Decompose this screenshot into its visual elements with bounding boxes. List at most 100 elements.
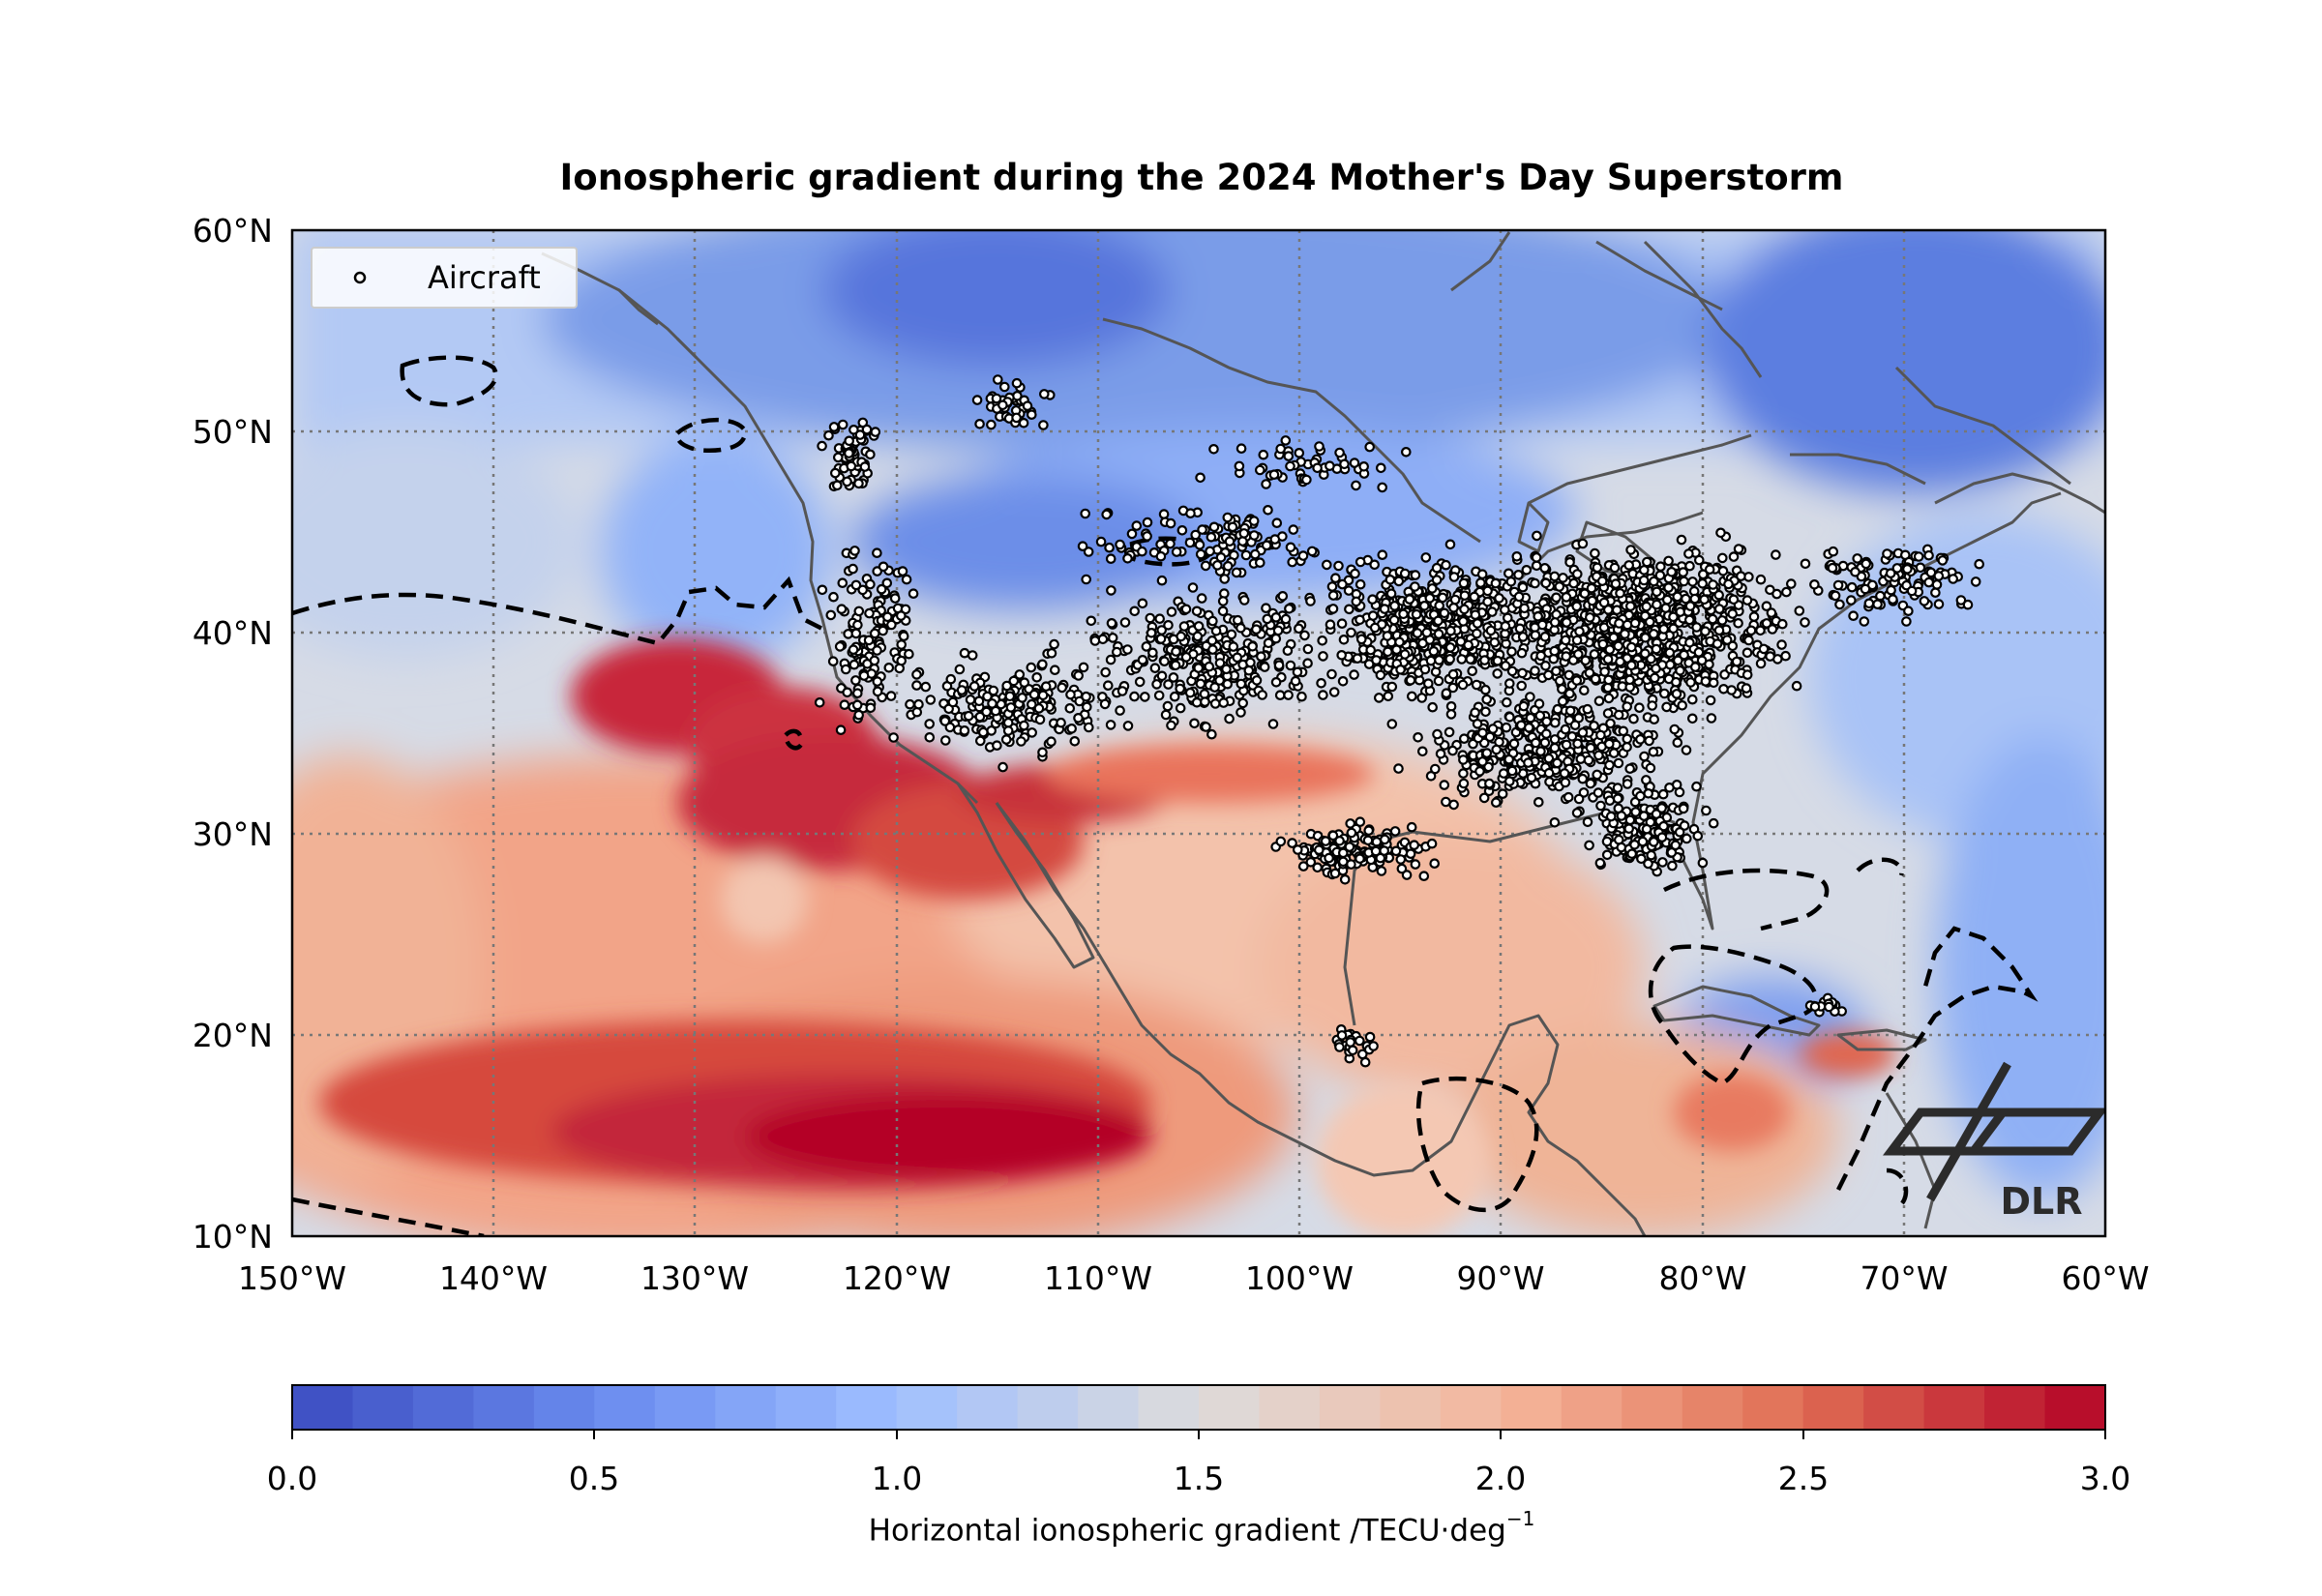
aircraft-marker: [1906, 585, 1918, 597]
aircraft-marker: [1327, 830, 1339, 842]
axis-labels: 150°W 140°W 130°W 120°W 110°W 100°W 90°W…: [193, 212, 2150, 1297]
aircraft-marker: [1675, 665, 1685, 676]
aircraft-marker: [1145, 612, 1156, 624]
aircraft-marker: [1100, 666, 1111, 678]
aircraft-marker: [1272, 625, 1284, 636]
aircraft-marker: [1283, 690, 1294, 700]
aircraft-marker: [1256, 651, 1266, 662]
aircraft-marker: [1040, 681, 1052, 692]
aircraft-marker: [1618, 725, 1629, 737]
aircraft-marker: [1560, 724, 1571, 735]
aircraft-marker: [974, 711, 986, 723]
aircraft-marker: [1948, 574, 1958, 584]
aircraft-marker: [1337, 675, 1349, 687]
aircraft-marker: [1886, 584, 1896, 596]
colorbar-step: [1622, 1385, 1683, 1430]
aircraft-marker: [1636, 853, 1647, 865]
aircraft-marker: [1314, 844, 1325, 855]
aircraft-marker: [1882, 548, 1892, 559]
aircraft-marker: [1417, 746, 1428, 757]
aircraft-marker: [1755, 625, 1766, 636]
aircraft-marker: [1359, 1056, 1371, 1068]
aircraft-marker: [1458, 616, 1469, 627]
aircraft-marker: [939, 716, 951, 726]
aircraft-marker: [1318, 690, 1328, 700]
aircraft-marker: [1635, 790, 1646, 802]
aircraft-marker: [1382, 631, 1393, 641]
aircraft-marker: [1237, 697, 1248, 709]
aircraft-marker: [1344, 842, 1355, 852]
aircraft-marker: [908, 588, 919, 599]
aircraft-marker: [876, 583, 887, 595]
aircraft-marker: [1824, 1001, 1834, 1013]
aircraft-marker: [1395, 854, 1407, 865]
aircraft-marker: [1652, 586, 1662, 598]
aircraft-marker: [1511, 550, 1523, 562]
aircraft-marker: [1655, 561, 1666, 572]
aircraft-marker: [1474, 766, 1485, 777]
aircraft-marker: [1885, 568, 1896, 578]
aircraft-marker: [1694, 554, 1705, 566]
aircraft-marker: [861, 424, 873, 435]
aircraft-marker: [814, 696, 825, 708]
aircraft-marker: [1163, 679, 1174, 690]
aircraft-marker: [1700, 676, 1712, 687]
aircraft-marker: [1217, 606, 1229, 617]
aircraft-marker: [842, 476, 852, 488]
aircraft-marker: [1022, 400, 1033, 411]
aircraft-marker: [1380, 834, 1390, 845]
aircraft-marker: [1622, 701, 1632, 712]
aircraft-marker: [1560, 777, 1571, 788]
aircraft-marker: [1794, 606, 1805, 616]
aircraft-marker: [1258, 449, 1269, 460]
aircraft-marker: [1312, 862, 1323, 873]
aircraft-marker: [1232, 652, 1243, 664]
aircraft-marker: [1480, 706, 1491, 718]
aircraft-marker: [1039, 389, 1050, 399]
aircraft-marker: [1431, 575, 1443, 585]
aircraft-marker: [1268, 469, 1280, 480]
aircraft-marker: [1684, 601, 1696, 611]
aircraft-marker: [1533, 796, 1544, 808]
aircraft-marker: [1027, 727, 1037, 738]
aircraft-marker: [1204, 661, 1215, 672]
aircraft-marker: [1465, 654, 1476, 665]
lat-tick: 50°N: [193, 413, 273, 451]
aircraft-marker: [1501, 722, 1512, 733]
aircraft-marker: [1338, 856, 1349, 868]
aircraft-marker: [1165, 538, 1176, 549]
aircraft-marker: [1195, 548, 1206, 560]
aircraft-marker: [1031, 671, 1042, 683]
aircraft-marker: [1200, 696, 1210, 707]
aircraft-marker: [920, 681, 932, 693]
aircraft-marker: [1683, 548, 1694, 559]
aircraft-marker: [836, 604, 848, 614]
aircraft-marker: [1472, 628, 1482, 639]
aircraft-marker: [1595, 729, 1606, 741]
aircraft-marker: [1859, 616, 1870, 627]
aircraft-marker: [1616, 811, 1627, 821]
aircraft-marker: [1351, 480, 1361, 491]
aircraft-marker: [1362, 835, 1374, 846]
aircraft-marker: [1095, 536, 1107, 547]
aircraft-marker: [1846, 595, 1857, 606]
colorbar-step: [1199, 1385, 1261, 1430]
aircraft-marker: [1374, 693, 1384, 703]
aircraft-marker: [1786, 578, 1797, 589]
aircraft-marker: [1376, 866, 1387, 876]
aircraft-marker: [1086, 615, 1097, 627]
aircraft-marker: [1393, 763, 1404, 774]
aircraft-marker: [1549, 571, 1561, 582]
aircraft-marker: [1162, 700, 1174, 712]
aircraft-marker: [1708, 579, 1718, 590]
aircraft-marker: [1534, 710, 1546, 722]
aircraft-marker: [1524, 722, 1534, 733]
aircraft-marker: [1354, 853, 1365, 864]
aircraft-marker: [865, 702, 877, 714]
aircraft-marker: [1689, 593, 1701, 605]
aircraft-marker: [1441, 559, 1451, 571]
aircraft-marker: [1832, 579, 1844, 591]
aircraft-marker: [1541, 716, 1552, 727]
aircraft-marker: [1238, 595, 1250, 606]
aircraft-marker: [1231, 567, 1242, 578]
